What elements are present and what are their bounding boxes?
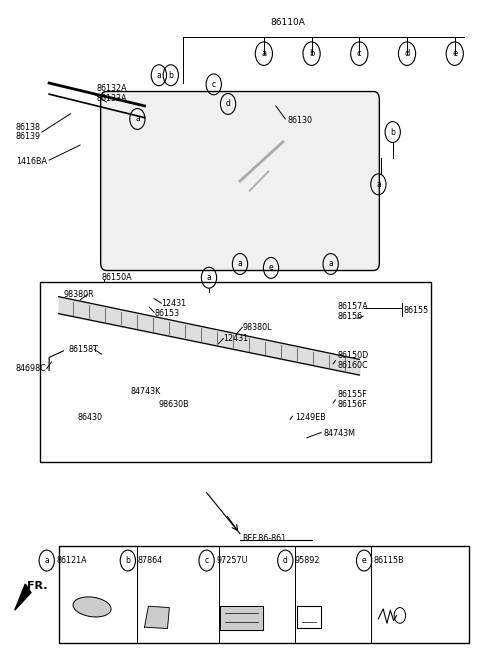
Ellipse shape xyxy=(73,597,111,617)
FancyBboxPatch shape xyxy=(101,92,379,270)
Text: c: c xyxy=(357,49,361,58)
Text: 86156: 86156 xyxy=(338,312,363,321)
Text: a: a xyxy=(156,71,161,79)
Text: a: a xyxy=(206,273,211,282)
Text: 1249EB: 1249EB xyxy=(295,413,325,422)
Text: a: a xyxy=(135,114,140,123)
Text: d: d xyxy=(226,100,230,108)
Text: b: b xyxy=(390,127,395,136)
Text: 86156F: 86156F xyxy=(338,400,368,409)
Text: b: b xyxy=(125,556,130,565)
Text: 12431: 12431 xyxy=(161,298,186,308)
Text: 84743M: 84743M xyxy=(324,429,356,438)
Text: b: b xyxy=(309,49,314,58)
Text: 86133A: 86133A xyxy=(97,94,127,103)
Text: c: c xyxy=(204,556,209,565)
Bar xyxy=(59,546,469,643)
Text: a: a xyxy=(261,49,266,58)
Polygon shape xyxy=(144,606,169,628)
Text: 98380L: 98380L xyxy=(242,323,272,332)
Text: 86160C: 86160C xyxy=(338,361,369,370)
Text: 86110A: 86110A xyxy=(270,18,305,27)
Text: REF.86-861: REF.86-861 xyxy=(242,534,287,543)
Text: 86150D: 86150D xyxy=(338,351,369,360)
Text: 86121A: 86121A xyxy=(56,556,87,565)
Polygon shape xyxy=(15,584,31,610)
Text: d: d xyxy=(404,49,410,58)
Text: 86115B: 86115B xyxy=(373,556,404,565)
Text: 86138: 86138 xyxy=(16,123,41,132)
Text: 86132A: 86132A xyxy=(97,85,128,93)
Text: 86153: 86153 xyxy=(154,309,179,318)
Text: 84698C: 84698C xyxy=(16,364,47,373)
Text: 86150A: 86150A xyxy=(102,272,132,281)
Text: b: b xyxy=(168,71,173,79)
Text: e: e xyxy=(362,556,366,565)
Text: 86158T: 86158T xyxy=(68,345,98,354)
Text: a: a xyxy=(376,180,381,189)
Text: 98630B: 98630B xyxy=(159,400,190,409)
Text: FR.: FR. xyxy=(27,581,48,591)
Text: 12431: 12431 xyxy=(223,334,249,343)
Polygon shape xyxy=(220,605,263,630)
Text: 86157A: 86157A xyxy=(338,302,369,311)
Text: e: e xyxy=(452,49,457,58)
Text: a: a xyxy=(44,556,49,565)
Text: c: c xyxy=(212,80,216,89)
Text: 95892: 95892 xyxy=(295,556,320,565)
Text: d: d xyxy=(283,556,288,565)
Bar xyxy=(39,282,431,462)
Text: 87864: 87864 xyxy=(137,556,163,565)
Text: a: a xyxy=(328,260,333,268)
Text: 84743K: 84743K xyxy=(130,387,160,396)
Text: 86155: 86155 xyxy=(403,306,429,315)
Text: 97257U: 97257U xyxy=(216,556,248,565)
Text: 1416BA: 1416BA xyxy=(16,157,47,166)
Text: a: a xyxy=(238,260,242,268)
Text: 86155F: 86155F xyxy=(338,390,368,399)
Text: 86430: 86430 xyxy=(78,413,103,422)
Text: 86139: 86139 xyxy=(16,132,41,141)
Text: e: e xyxy=(269,264,273,272)
Text: 98380R: 98380R xyxy=(63,290,94,299)
Text: 86130: 86130 xyxy=(288,116,313,125)
